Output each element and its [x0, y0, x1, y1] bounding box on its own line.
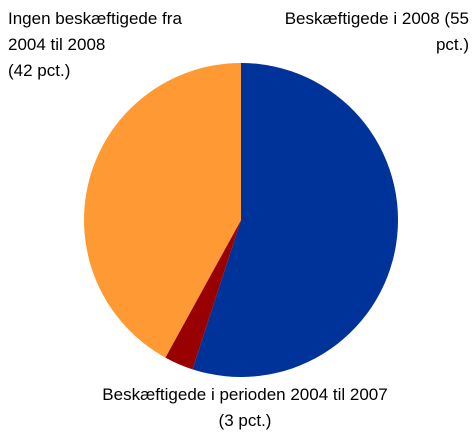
value-label: (42 pct.) — [8, 61, 71, 80]
value-label: (3 pct.) — [218, 411, 272, 430]
slice-label: Ingen beskæftigede fra 2004 til 2008 (42… — [8, 6, 223, 84]
category-label: Ingen beskæftigede fra 2004 til 2008 — [8, 9, 182, 54]
pie-slice — [165, 220, 241, 370]
pie-slice — [192, 63, 399, 378]
value-label: (55 pct.) — [435, 9, 469, 54]
category-label: Beskæftigede i perioden 2004 til 2007 — [102, 385, 388, 404]
slice-label: Beskæftigede i 2008 (55 pct.) — [259, 6, 469, 58]
category-label: Beskæftigede i 2008 — [284, 9, 440, 28]
slice-label: Beskæftigede i perioden 2004 til 2007 (3… — [100, 382, 390, 434]
pie-slice — [84, 63, 241, 358]
